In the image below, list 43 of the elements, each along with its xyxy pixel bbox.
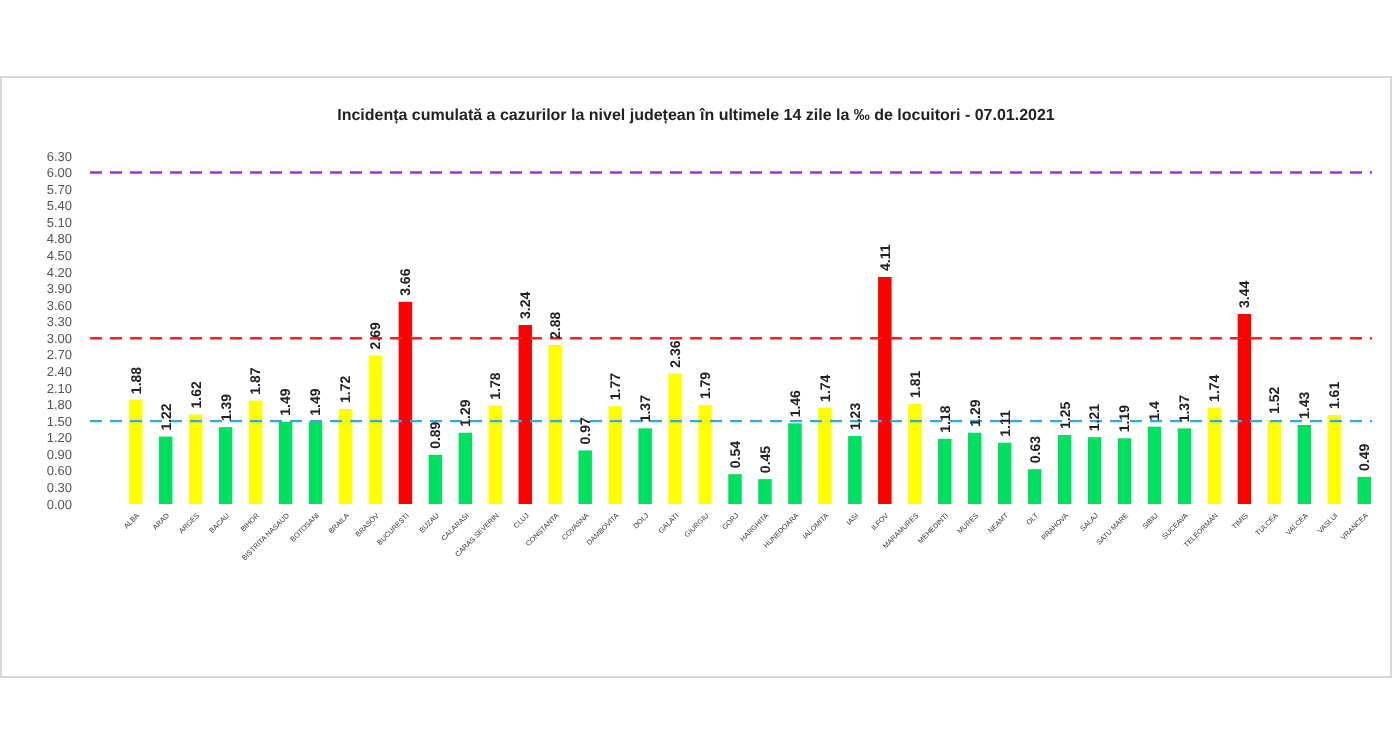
bar	[728, 474, 742, 504]
bar	[1297, 425, 1312, 504]
bar	[218, 427, 233, 504]
bar	[1267, 420, 1282, 504]
bar	[908, 404, 922, 504]
bar	[967, 432, 982, 504]
bar	[1147, 426, 1162, 504]
bar	[1177, 428, 1192, 504]
bar	[997, 442, 1012, 504]
bar	[308, 421, 323, 504]
bar	[608, 406, 622, 504]
bar	[578, 450, 592, 504]
bar	[638, 428, 652, 504]
bar	[1357, 476, 1372, 504]
bar	[518, 325, 533, 504]
bar	[128, 400, 143, 504]
bar	[428, 454, 443, 504]
bar	[758, 479, 772, 504]
chart-title: Incidența cumulată a cazurilor la nivel județean în ultimele 14 zile la ‰ de locuitori - 07.01.2021	[337, 106, 1056, 124]
bar	[398, 301, 413, 504]
bar	[878, 276, 892, 504]
bar	[158, 436, 173, 504]
bar	[188, 414, 203, 504]
bar	[698, 405, 712, 504]
bar	[1087, 437, 1102, 504]
bar	[1327, 415, 1342, 504]
bar	[788, 423, 802, 504]
bar	[458, 432, 473, 504]
bar	[488, 405, 503, 504]
bar	[248, 400, 263, 504]
bar	[368, 355, 383, 504]
bar	[338, 408, 353, 504]
bar	[1057, 434, 1072, 504]
bar	[1207, 407, 1222, 504]
bar	[548, 344, 562, 504]
bar	[938, 438, 952, 504]
bar	[668, 373, 682, 504]
bar	[818, 407, 832, 504]
bar	[278, 421, 293, 504]
bar	[1117, 438, 1132, 504]
bar	[1027, 469, 1042, 504]
bar	[1237, 313, 1252, 504]
bar	[848, 436, 862, 504]
